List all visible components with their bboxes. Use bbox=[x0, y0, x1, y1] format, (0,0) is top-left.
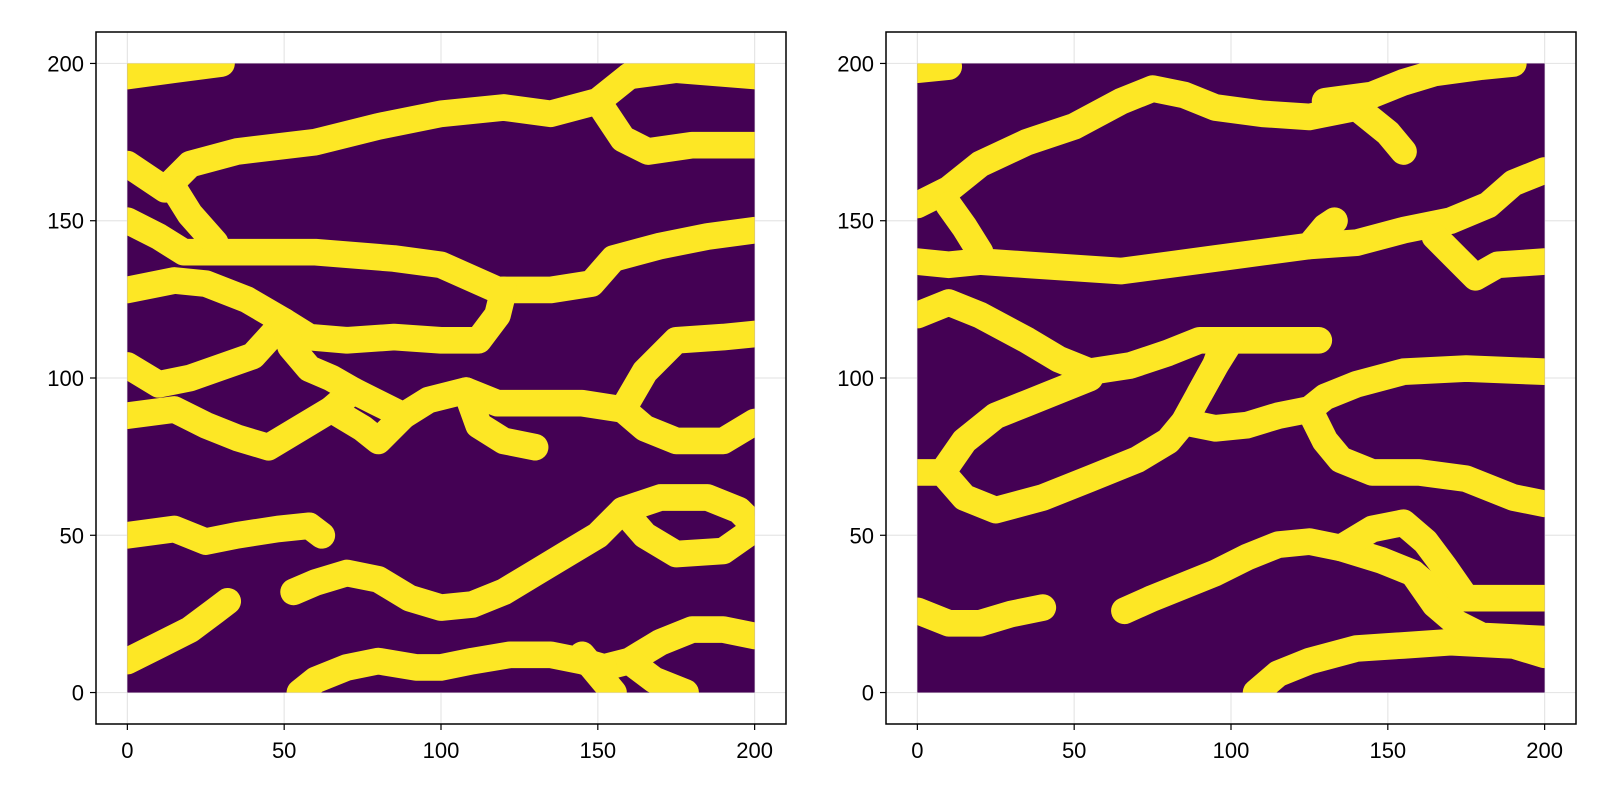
y-tick-label: 50 bbox=[60, 523, 84, 548]
channel bbox=[929, 364, 1104, 486]
channel bbox=[917, 157, 1545, 285]
y-tick-label: 150 bbox=[837, 209, 874, 234]
x-tick-label: 150 bbox=[579, 738, 616, 763]
channel bbox=[615, 647, 699, 693]
y-tick-label: 0 bbox=[72, 681, 84, 706]
channel-layer bbox=[127, 63, 755, 693]
channel bbox=[127, 207, 755, 304]
channel bbox=[1296, 207, 1348, 260]
channel bbox=[127, 267, 518, 354]
heatmap-panel-right: 0 50 100 150 200 0 50 100 150 200 bbox=[837, 31, 1577, 763]
channel bbox=[161, 175, 229, 257]
channel bbox=[584, 87, 755, 165]
channel bbox=[317, 396, 417, 455]
channel bbox=[127, 320, 755, 461]
channel bbox=[270, 308, 367, 404]
x-tick-label: 100 bbox=[1213, 738, 1250, 763]
y-tick-label: 200 bbox=[837, 51, 874, 76]
x-tick-label: 150 bbox=[1369, 738, 1406, 763]
channel bbox=[609, 496, 755, 568]
x-tick-label: 0 bbox=[121, 738, 133, 763]
y-tick-label: 150 bbox=[47, 209, 84, 234]
channel bbox=[568, 641, 627, 693]
channel bbox=[127, 63, 235, 90]
channel bbox=[615, 63, 755, 90]
channel bbox=[127, 512, 336, 555]
x-tick-label: 200 bbox=[1526, 738, 1563, 763]
y-tick-label: 50 bbox=[850, 523, 874, 548]
channel bbox=[286, 616, 755, 693]
channel bbox=[1296, 396, 1545, 518]
channel bbox=[452, 377, 549, 461]
channel bbox=[1186, 326, 1239, 408]
channel bbox=[1399, 559, 1545, 653]
channel bbox=[1327, 509, 1480, 612]
channel bbox=[280, 484, 755, 621]
channel bbox=[935, 191, 994, 266]
channel bbox=[609, 396, 755, 455]
y-tick-label: 0 bbox=[862, 681, 874, 706]
y-tick-label: 100 bbox=[47, 366, 84, 391]
x-tick-label: 50 bbox=[272, 738, 296, 763]
x-tick-label: 50 bbox=[1062, 738, 1086, 763]
x-tick-label: 0 bbox=[911, 738, 923, 763]
y-tick-label: 200 bbox=[47, 51, 84, 76]
channel bbox=[1421, 223, 1545, 291]
heatmap-panel-left: 0 50 100 150 200 0 50 100 150 200 bbox=[47, 31, 787, 763]
channel bbox=[1311, 63, 1527, 115]
channel-layer bbox=[917, 63, 1545, 693]
x-tick-label: 100 bbox=[423, 738, 460, 763]
channel bbox=[127, 308, 298, 398]
y-tick-label: 100 bbox=[837, 366, 874, 391]
channel bbox=[127, 587, 242, 675]
channel bbox=[917, 594, 1057, 637]
channel bbox=[917, 63, 963, 84]
x-tick-label: 200 bbox=[736, 738, 773, 763]
